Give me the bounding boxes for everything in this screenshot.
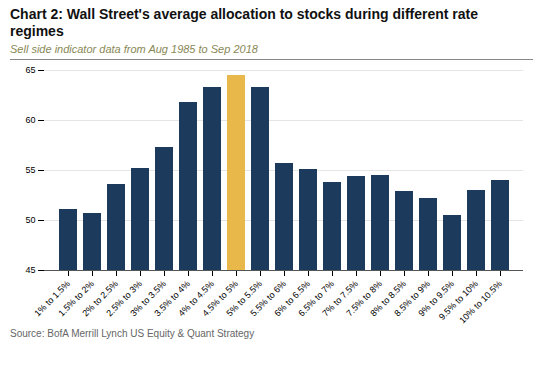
svg-text:9% to 9.5%: 9% to 9.5%: [416, 278, 456, 318]
html-text:Chart 2: Wall Street's average: Chart 2: Wall Street's average allocatio…: [10, 6, 478, 39]
svg-text:45: 45: [25, 265, 35, 275]
svg-text:5.5% to 6%: 5.5% to 6%: [248, 278, 288, 318]
svg-text:55: 55: [25, 165, 35, 175]
svg-text:3.5% to 4%: 3.5% to 4%: [152, 278, 192, 318]
svg-text:7% to 7.5%: 7% to 7.5%: [320, 278, 360, 318]
svg-text:6% to 6.5%: 6% to 6.5%: [272, 278, 312, 318]
html-text:Source: BofA Merrill Lynch US: Source: BofA Merrill Lynch US Equity & Q…: [10, 327, 255, 339]
svg-text:65: 65: [25, 65, 35, 75]
svg-text:2% to 2.5%: 2% to 2.5%: [80, 278, 120, 318]
svg-text:7.5% to 8%: 7.5% to 8%: [344, 278, 384, 318]
svg-text:9.5% to 10%: 9.5% to 10%: [436, 278, 480, 322]
svg-text:2.5% to 3%: 2.5% to 3%: [104, 278, 144, 318]
svg-text:1% to 1.5%: 1% to 1.5%: [32, 278, 72, 318]
svg-text:4.5% to 5%: 4.5% to 5%: [200, 278, 240, 318]
svg-text:10% to 10.5%: 10% to 10.5%: [457, 278, 504, 325]
svg-text:8.5% to 9%: 8.5% to 9%: [392, 278, 432, 318]
svg-text:4% to 4.5%: 4% to 4.5%: [176, 278, 216, 318]
svg-text:50: 50: [25, 215, 35, 225]
svg-text:8% to 8.5%: 8% to 8.5%: [368, 278, 408, 318]
svg-text:3% to 3.5%: 3% to 3.5%: [128, 278, 168, 318]
svg-text:6.5% to 7%: 6.5% to 7%: [296, 278, 336, 318]
svg-text:1.5% to 2%: 1.5% to 2%: [56, 278, 96, 318]
svg-text:60: 60: [25, 115, 35, 125]
svg-text:5% to 5.5%: 5% to 5.5%: [224, 278, 264, 318]
html-text:Sell side indicator data from: Sell side indicator data from Aug 1985 t…: [10, 42, 258, 55]
